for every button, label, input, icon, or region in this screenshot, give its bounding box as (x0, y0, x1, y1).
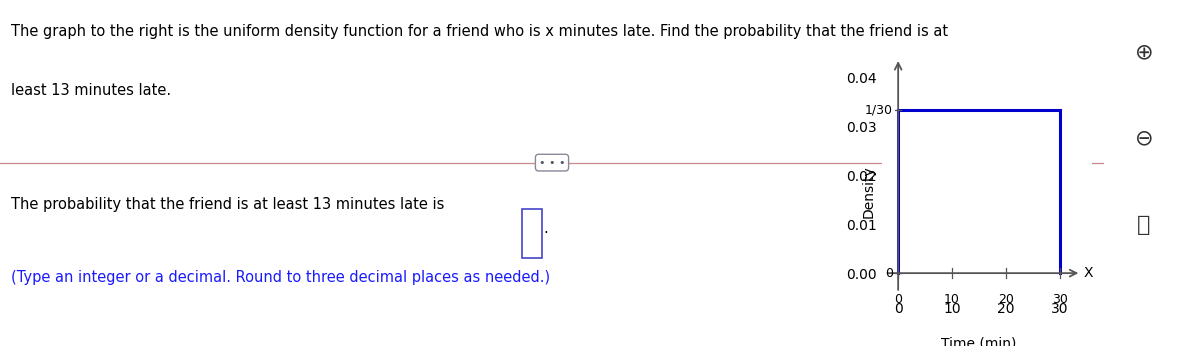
Text: The probability that the friend is at least 13 minutes late is: The probability that the friend is at le… (11, 197, 444, 212)
Text: The graph to the right is the uniform density function for a friend who is x min: The graph to the right is the uniform de… (11, 24, 948, 39)
Text: • • •: • • • (539, 158, 565, 167)
Text: 10: 10 (944, 293, 960, 306)
Text: 0: 0 (884, 267, 893, 280)
Text: least 13 minutes late.: least 13 minutes late. (11, 83, 172, 98)
Text: 1/30: 1/30 (865, 104, 893, 117)
FancyBboxPatch shape (522, 209, 542, 258)
Text: ⊕: ⊕ (1134, 42, 1153, 62)
Text: .: . (544, 221, 548, 236)
Text: 20: 20 (998, 293, 1014, 306)
Text: (Type an integer or a decimal. Round to three decimal places as needed.): (Type an integer or a decimal. Round to … (11, 270, 550, 285)
Text: ⊖: ⊖ (1134, 128, 1153, 148)
Text: X: X (1084, 266, 1093, 280)
Text: ⧉: ⧉ (1138, 215, 1151, 235)
Text: Density: Density (862, 165, 876, 218)
Text: 0: 0 (894, 293, 902, 306)
Text: 30: 30 (1051, 293, 1068, 306)
Text: Time (min): Time (min) (941, 337, 1016, 346)
